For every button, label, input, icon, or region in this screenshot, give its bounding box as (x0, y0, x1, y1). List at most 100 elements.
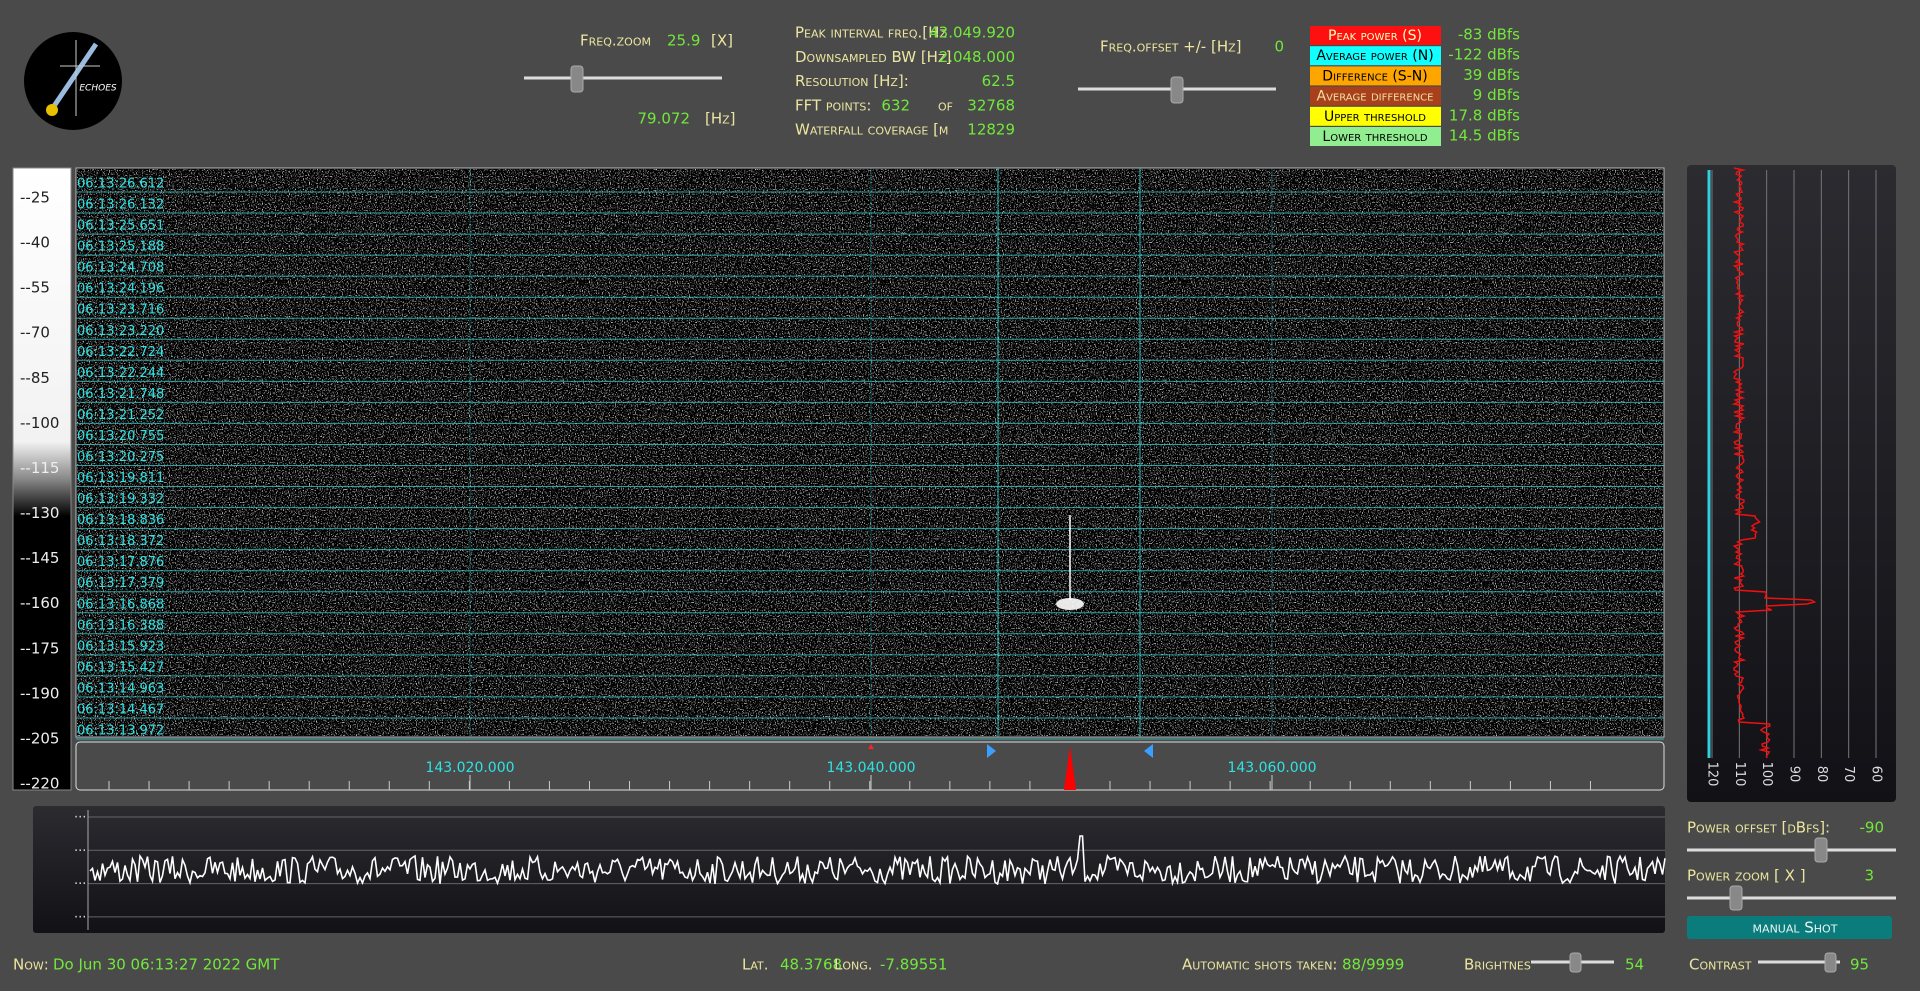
timestamp: 06:13:14.467 (77, 702, 164, 717)
timestamp: 06:13:23.716 (77, 303, 164, 318)
info-label: Peak interval freq.[Hz (795, 24, 947, 42)
freq-offset-label: Freq.offset +/- [Hz] (1100, 38, 1242, 56)
freq-zoom-value: 25.9 (667, 32, 700, 50)
scale-label: --130 (20, 504, 59, 522)
brightness-label: Brightnes (1464, 956, 1531, 974)
span-value: 79.072 (638, 110, 691, 128)
freq-axis-ticks: 143.020.000 143.040.000 143.060.000 (108, 760, 1591, 790)
timestamp: 06:13:20.755 (77, 429, 164, 444)
logo-text: ECHOES (79, 84, 117, 94)
legend-swatch (1310, 66, 1441, 86)
manual-shot-button[interactable] (1687, 916, 1892, 939)
lat-value: 48.3768 (780, 956, 842, 974)
info-value: 12829 (967, 121, 1015, 139)
info-label: Resolution [Hz]: (795, 72, 909, 90)
timestamp: 06:13:24.708 (77, 261, 164, 276)
timestamp: 06:13:26.612 (77, 177, 164, 192)
peak-marker (1064, 746, 1076, 790)
power-panel-grid: 120 110 100 90 80 70 60 (1705, 167, 1884, 787)
power-zoom-slider[interactable] (1729, 885, 1743, 911)
freq-label: 143.040.000 (826, 760, 915, 776)
legend-swatch (1310, 26, 1441, 45)
timestamp: 06:13:20.275 (77, 450, 164, 465)
info-label: FFT points: (795, 96, 871, 114)
legend-label: Lower threshold (1322, 129, 1427, 145)
freq-zoom-unit: [X] (711, 32, 733, 50)
timestamp: 06:13:25.651 (77, 219, 164, 234)
scale-label: --205 (20, 729, 59, 747)
power-tick: 120 (1705, 762, 1720, 787)
now-value: Do Jun 30 06:13:27 2022 GMT (53, 956, 280, 974)
row-label: ... (74, 906, 86, 921)
freq-zoom-slider[interactable] (570, 65, 584, 93)
legend: Peak power (S) -83 dBfs Average power (N) -… (1310, 26, 1520, 146)
legend-value: 39 dBfs (1463, 66, 1520, 84)
timestamp: 06:13:17.379 (77, 576, 164, 591)
power-tick: 100 (1759, 762, 1774, 787)
spectrum-grid: ............ (74, 807, 1666, 930)
timestamp: 06:13:16.868 (77, 597, 164, 612)
info-label: Downsampled BW [Hz] (795, 48, 951, 66)
marker (1144, 744, 1153, 758)
power-offset-label: Power offset [dBfs]: (1687, 819, 1830, 837)
marker (868, 744, 874, 749)
legend-label: Average difference (1317, 89, 1434, 105)
manual-shot-label: manual Shot (1753, 919, 1838, 937)
timestamp: 06:13:13.972 (77, 724, 164, 739)
scale-label: --100 (20, 414, 59, 432)
power-zoom-value: 3 (1864, 867, 1874, 885)
timestamp: 06:13:18.836 (77, 513, 164, 528)
span-unit: [Hz] (705, 110, 736, 128)
legend-swatch (1310, 86, 1441, 106)
timestamp: 06:13:25.188 (77, 240, 164, 255)
scale-label: --85 (20, 369, 50, 387)
info-value: 2.048.000 (939, 48, 1015, 66)
legend-value: 17.8 dBfs (1449, 106, 1520, 124)
legend-label: Peak power (S) (1328, 28, 1422, 44)
scale-label: --220 (20, 775, 59, 793)
timestamp: 06:13:18.372 (77, 534, 164, 549)
freq-offset-slider[interactable] (1170, 76, 1184, 104)
scale-label: --70 (20, 324, 50, 342)
timestamp: 06:13:19.332 (77, 492, 164, 507)
waterfall-noise (77, 169, 1663, 736)
scale-label: --145 (20, 549, 59, 567)
legend-value: -83 dBfs (1458, 26, 1520, 44)
spectrum-panel (33, 806, 1665, 933)
info-of: of (938, 96, 953, 114)
power-tick: 80 (1814, 766, 1829, 783)
brightness-slider[interactable] (1569, 952, 1582, 973)
timestamp: 06:13:23.220 (77, 324, 164, 339)
timestamp: 06:13:26.132 (77, 198, 164, 213)
timestamp: 06:13:15.427 (77, 660, 164, 675)
freq-zoom-label: Freq.zoom (580, 32, 651, 50)
long-value: -7.89551 (880, 956, 947, 974)
power-tick: 70 (1841, 766, 1856, 783)
legend-label: Average power (N) (1316, 48, 1433, 64)
scale-label: --175 (20, 639, 59, 657)
row-label: ... (74, 807, 86, 822)
contrast-slider[interactable] (1824, 952, 1837, 973)
timestamp: 06:13:16.388 (77, 618, 164, 633)
power-tick: 90 (1787, 766, 1802, 783)
scale-label: --40 (20, 234, 50, 252)
power-panel (1687, 165, 1896, 802)
timestamp: 06:13:15.923 (77, 639, 164, 654)
shots-label: Automatic shots taken: (1182, 956, 1337, 974)
scale-label: --25 (20, 189, 50, 207)
scale-label: --55 (20, 279, 50, 297)
timestamp: 06:13:21.748 (77, 387, 164, 402)
legend-swatch (1310, 46, 1441, 66)
logo: ECHOES (24, 32, 122, 130)
row-label: ... (74, 840, 86, 855)
timestamp: 06:13:17.876 (77, 555, 164, 570)
legend-value: 9 dBfs (1473, 86, 1520, 104)
legend-swatch (1310, 106, 1441, 126)
info-total: 32768 (967, 96, 1015, 114)
power-offset-slider[interactable] (1814, 837, 1828, 863)
legend-swatch (1310, 127, 1441, 146)
power-trace (1731, 167, 1817, 759)
timestamp: 06:13:14.963 (77, 681, 164, 696)
